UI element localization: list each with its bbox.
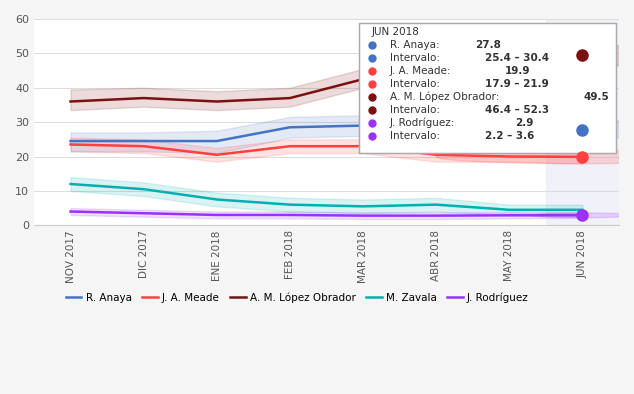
Circle shape bbox=[366, 45, 634, 66]
Legend: R. Anaya, J. A. Meade, A. M. López Obrador, M. Zavala, J. Rodríguez: R. Anaya, J. A. Meade, A. M. López Obrad… bbox=[61, 288, 533, 307]
Circle shape bbox=[531, 213, 633, 218]
Bar bbox=[546, 19, 619, 225]
Circle shape bbox=[436, 150, 634, 164]
Circle shape bbox=[399, 121, 634, 138]
